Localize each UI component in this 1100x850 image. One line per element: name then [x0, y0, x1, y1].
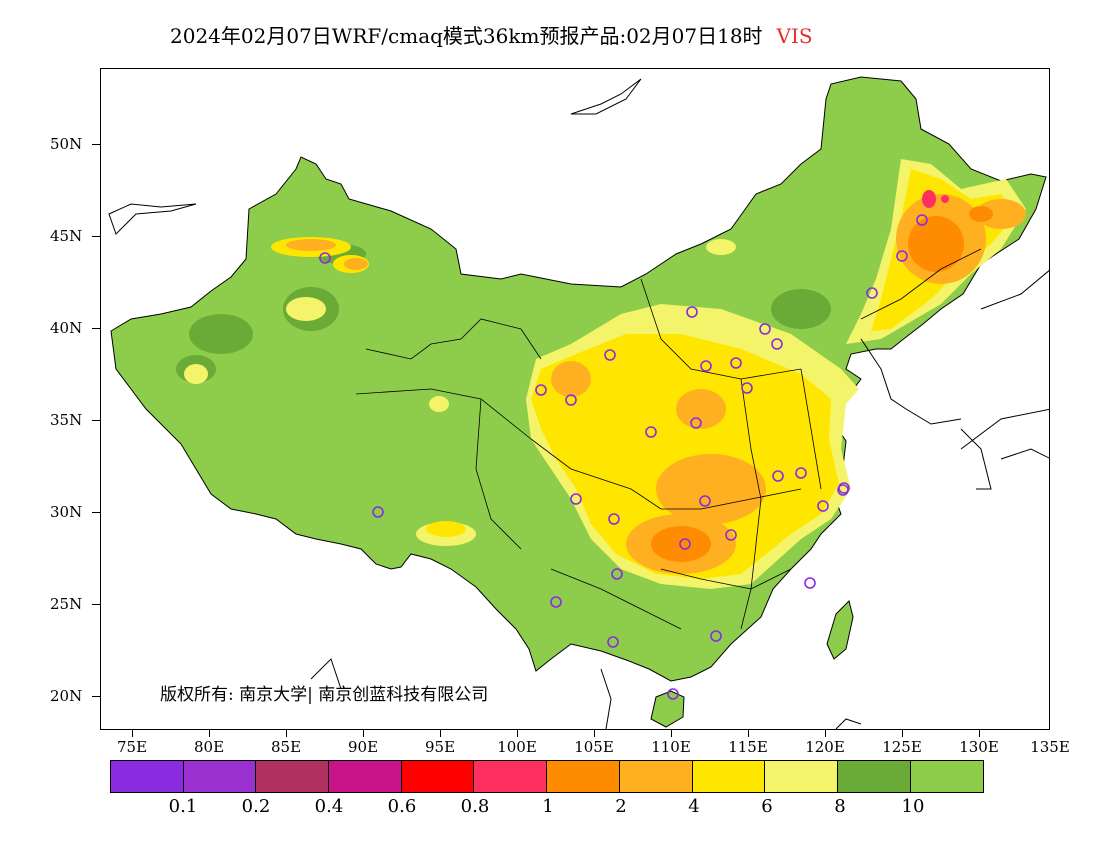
station-markers [319, 214, 928, 700]
lat-label-25n: 25N [50, 595, 83, 613]
taiwan-island [826, 600, 854, 660]
lon-label-105e: 105E [574, 738, 614, 756]
lat-tick [92, 144, 100, 145]
legend-label: 0.2 [241, 796, 271, 817]
lon-label-120e: 120E [805, 738, 845, 756]
lon-tick [979, 730, 980, 737]
legend-label: 1 [542, 796, 554, 817]
legend-swatch [111, 761, 184, 792]
lon-tick [671, 730, 672, 737]
legend-swatch [256, 761, 330, 792]
legend-label: 0.8 [460, 796, 490, 817]
lat-label-40n: 40N [50, 319, 83, 337]
legend-swatch [401, 761, 475, 792]
lon-label-75e: 75E [116, 738, 148, 756]
lat-tick [92, 420, 100, 421]
map-title: 2024年02月07日WRF/cmaq模式36km预报产品:02月07日18时 V… [170, 20, 813, 49]
lon-tick [825, 730, 826, 737]
lon-tick [132, 730, 133, 737]
lon-tick [209, 730, 210, 737]
legend-swatch [837, 761, 911, 792]
legend-swatch [474, 761, 548, 792]
legend-label: 0.6 [387, 796, 417, 817]
legend-label: 6 [761, 796, 773, 817]
lon-tick [748, 730, 749, 737]
lat-label-30n: 30N [50, 503, 83, 521]
lon-tick [902, 730, 903, 737]
lon-tick [594, 730, 595, 737]
lat-tick [92, 604, 100, 605]
legend-label: 0.1 [168, 796, 198, 817]
lon-label-80e: 80E [193, 738, 225, 756]
lon-label-135e: 135E [1030, 738, 1070, 756]
lon-label-115e: 115E [728, 738, 768, 756]
lon-label-90e: 90E [347, 738, 379, 756]
lat-label-35n: 35N [50, 411, 83, 429]
province-borders [355, 248, 982, 630]
lat-label-20n: 20N [50, 687, 83, 705]
map-canvas [108, 76, 1049, 729]
lat-tick [92, 696, 100, 697]
color-legend [110, 760, 985, 793]
legend-swatch [692, 761, 766, 792]
lat-label-50n: 50N [50, 135, 83, 153]
vis-lt-1-areas [922, 190, 949, 208]
legend-label: 4 [688, 796, 700, 817]
lon-label-130e: 130E [959, 738, 999, 756]
lat-tick [92, 328, 100, 329]
legend-swatch [765, 761, 838, 792]
lon-label-95e: 95E [424, 738, 456, 756]
legend-label: 10 [901, 796, 925, 817]
legend-swatch [910, 761, 984, 792]
lon-tick [517, 730, 518, 737]
lat-tick [92, 512, 100, 513]
neighbor-coastlines [108, 78, 1049, 729]
title-text: 2024年02月07日WRF/cmaq模式36km预报产品:02月07日18时 [170, 24, 763, 48]
lon-label-85e: 85E [270, 738, 302, 756]
lon-tick [286, 730, 287, 737]
lon-tick [363, 730, 364, 737]
legend-swatch [619, 761, 693, 792]
lon-label-110e: 110E [651, 738, 691, 756]
legend-label: 0.4 [314, 796, 344, 817]
variable-label: VIS [776, 24, 813, 48]
legend-swatch [183, 761, 257, 792]
lon-label-100e: 100E [497, 738, 537, 756]
lat-label-45n: 45N [50, 227, 83, 245]
vis-1-2-areas [651, 206, 993, 562]
map-frame [100, 68, 1050, 730]
legend-swatch [547, 761, 620, 792]
hainan-island [650, 690, 685, 728]
legend-label: 2 [615, 796, 627, 817]
lat-tick [92, 236, 100, 237]
copyright-text: 版权所有: 南京大学| 南京创蓝科技有限公司 [160, 685, 489, 705]
legend-label: 8 [834, 796, 846, 817]
lon-tick [440, 730, 441, 737]
lon-label-125e: 125E [882, 738, 922, 756]
legend-swatch [329, 761, 402, 792]
